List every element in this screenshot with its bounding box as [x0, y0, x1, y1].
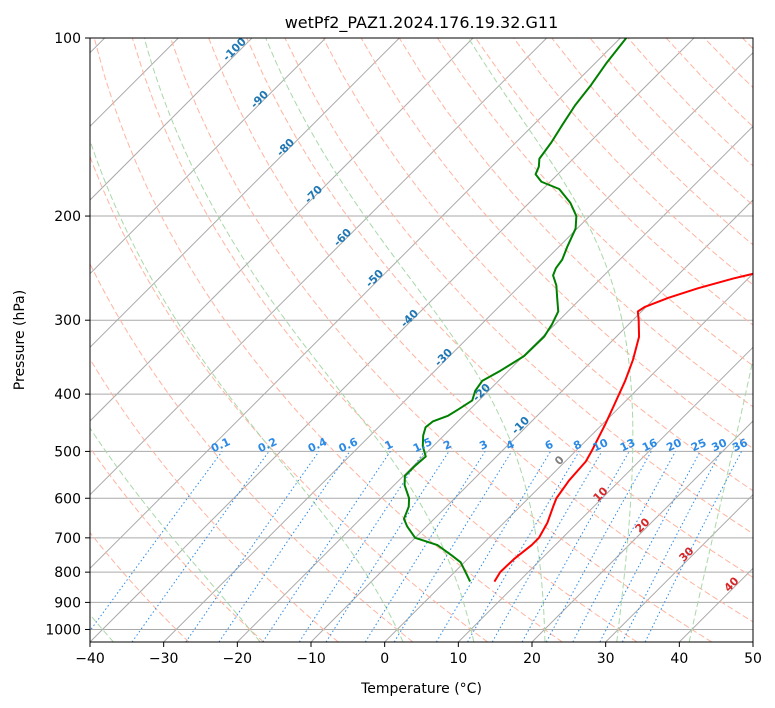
mixing-ratio-line	[185, 451, 320, 642]
dry-adiabat	[90, 531, 190, 642]
x-tick-label: −20	[223, 651, 253, 667]
y-tick-label: 1000	[45, 622, 81, 638]
mixing-ratio-label: 30	[710, 436, 730, 454]
dry-adiabat	[246, 38, 753, 578]
x-tick-label: 20	[523, 651, 541, 667]
mixing-ratio-label: 13	[618, 436, 637, 454]
plot-background	[90, 38, 753, 642]
x-tick-label: −10	[296, 651, 326, 667]
isotherm-line	[457, 346, 753, 642]
mixing-ratio-line	[131, 451, 270, 642]
mixing-ratio-line	[572, 451, 676, 642]
y-tick-label: 400	[54, 387, 81, 403]
y-tick-label: 300	[54, 313, 81, 329]
isotherm-line	[531, 420, 753, 642]
dry-adiabat	[208, 38, 753, 623]
dry-adiabat	[360, 38, 753, 450]
dry-adiabat	[131, 38, 638, 642]
mixing-ratio-line	[393, 451, 513, 642]
mixing-ratio-line	[298, 451, 425, 642]
x-tick-label: 30	[597, 651, 615, 667]
mixing-ratio-line	[218, 451, 351, 642]
mixing-ratio-line	[621, 451, 722, 642]
y-tick-label: 200	[54, 209, 81, 225]
isotherm-line	[384, 272, 753, 642]
isotherm-line	[605, 493, 753, 642]
mixing-ratio-label: 10	[591, 436, 611, 454]
y-tick-label: 900	[54, 595, 81, 611]
x-tick-label: 10	[449, 651, 467, 667]
dry-adiabat	[437, 38, 753, 367]
dry-adiabat	[284, 38, 753, 535]
dry-adiabat	[90, 358, 339, 642]
isotherm-line	[163, 51, 753, 642]
isotherm-line	[90, 38, 548, 496]
mixing-ratio-line	[90, 451, 223, 632]
x-tick-label: 0	[380, 651, 389, 667]
dry-adiabat	[90, 446, 264, 642]
moist-adiabat	[143, 38, 475, 642]
mixing-ratio-line	[644, 451, 742, 642]
plot-frame	[89, 37, 754, 643]
isotherm-line	[90, 38, 474, 422]
dry-adiabat	[90, 262, 414, 642]
axes: −40 −30 −20 −10 0 10 20 30 40 50 100 200 300 400 500 60…	[45, 31, 762, 667]
mixing-ratio-label: 16	[640, 436, 660, 454]
dry-adiabat	[170, 38, 713, 642]
isotherm-line	[90, 38, 621, 570]
dry-adiabat	[398, 38, 753, 408]
isotherm-line	[90, 38, 253, 201]
moist-adiabat	[90, 138, 404, 642]
profile-series	[402, 38, 753, 583]
dry-adiabat	[513, 38, 753, 286]
isotherm-line	[90, 38, 695, 642]
y-tick-label: 600	[54, 491, 81, 507]
x-tick-label: −30	[149, 651, 179, 667]
temperature-line	[493, 272, 753, 583]
mixing-ratio-line	[262, 451, 391, 642]
mixing-ratio-line	[325, 451, 450, 642]
mixing-ratio-line	[521, 451, 630, 642]
moist-adiabat	[90, 427, 261, 642]
x-tick-label: 50	[744, 651, 762, 667]
dry-adiabat	[93, 38, 563, 642]
isotherm-line	[90, 38, 327, 275]
y-tick-label: 800	[54, 565, 81, 581]
y-axis-title: Pressure (hPa)	[12, 290, 28, 390]
dewpoint-line	[402, 38, 628, 583]
mixing-ratio-label: 20	[664, 436, 684, 454]
y-tick-label: 500	[54, 444, 81, 460]
y-tick-label: 700	[54, 531, 81, 547]
isotherm-line	[90, 38, 400, 349]
chart-title: wetPf2_PAZ1.2024.176.19.32.G11	[285, 13, 559, 33]
background-lines	[90, 38, 753, 642]
y-tick-label: 100	[54, 31, 81, 47]
mixing-ratio-label: 36	[730, 436, 750, 454]
x-axis-title: Temperature (°C)	[360, 681, 482, 697]
dry-adiabat	[90, 155, 488, 642]
mixing-ratio-line	[545, 451, 652, 642]
x-tick-label: 40	[670, 651, 688, 667]
moist-adiabat	[688, 357, 753, 642]
x-tick-label: −40	[75, 651, 105, 667]
moist-adiabat	[265, 38, 546, 642]
mixing-ratio-label: 25	[689, 436, 708, 454]
isotherm-line	[752, 641, 753, 642]
